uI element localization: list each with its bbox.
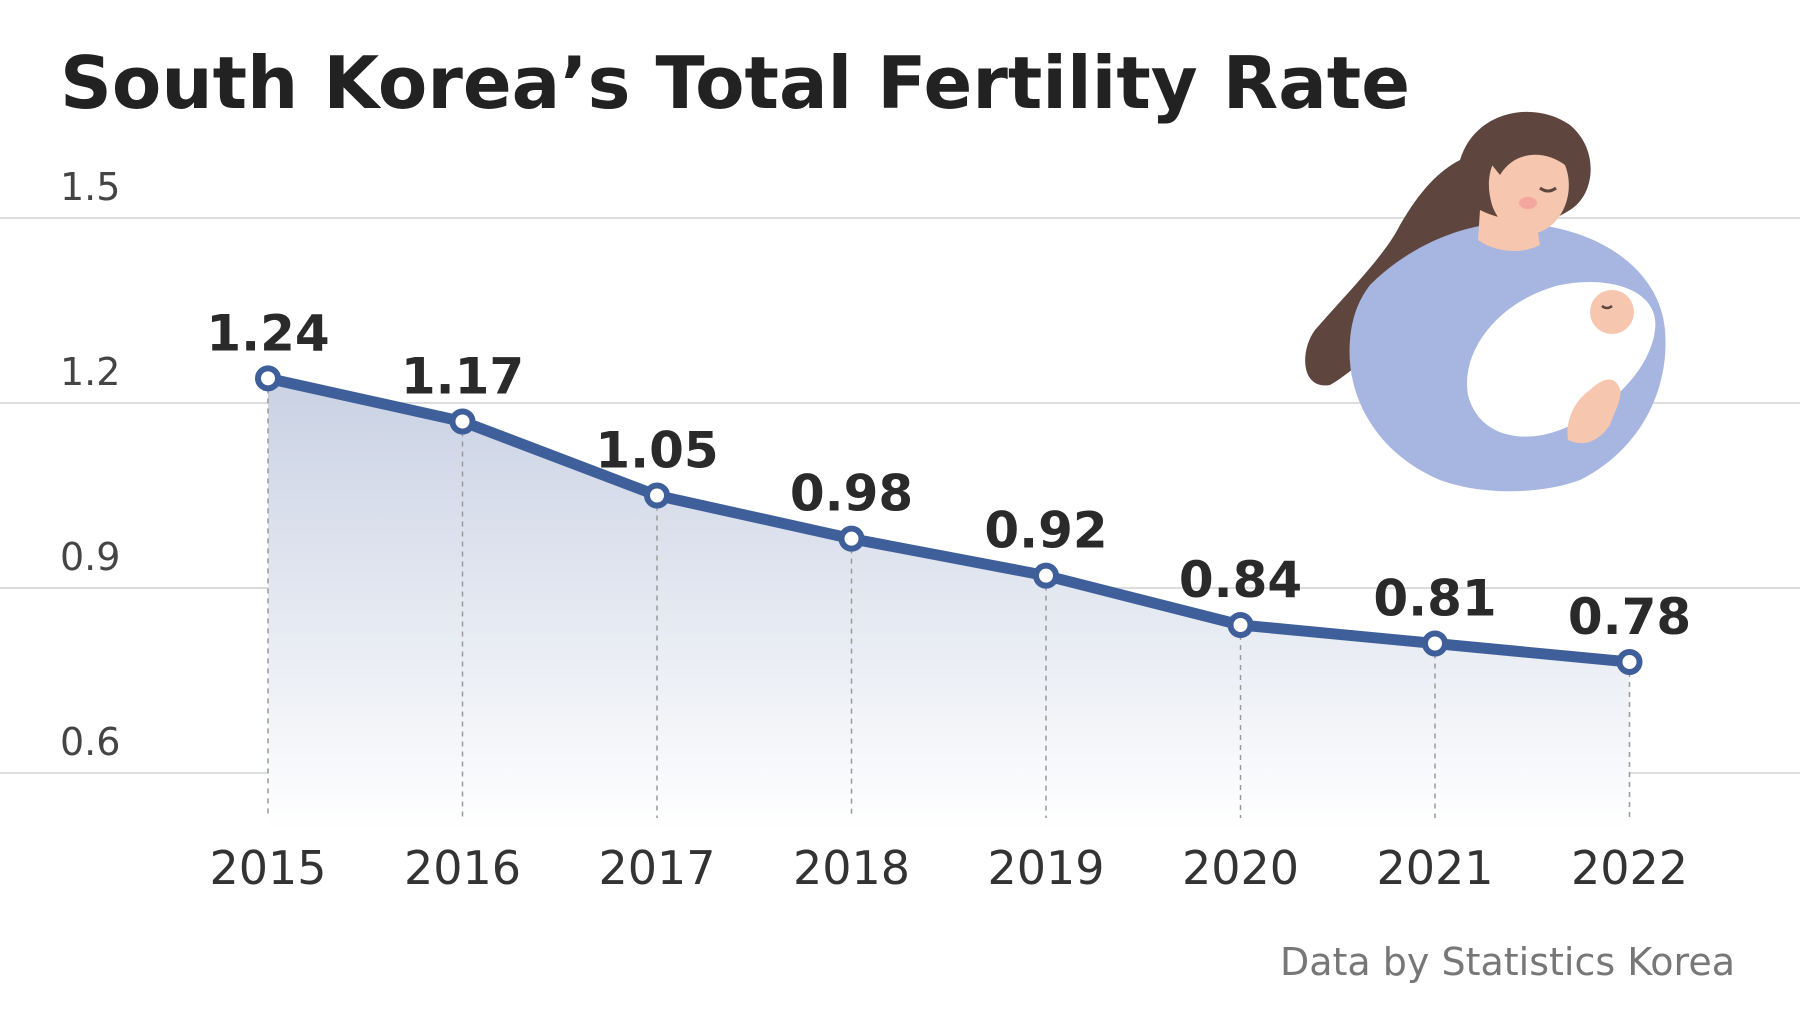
eye-illustration [1539,186,1557,193]
y-axis-ticks: 0.6 0.9 1.2 1.5 [60,165,120,764]
data-point [255,365,281,392]
x-tick-label: 2021 [1376,841,1493,895]
x-tick-label: 2022 [1571,841,1688,895]
data-point [1227,612,1254,638]
data-label: 1.17 [401,348,524,406]
data-label: 0.92 [984,502,1107,560]
data-point [1033,562,1059,589]
mother-holding-baby-illustration [1305,111,1666,492]
data-label: 0.98 [790,465,913,523]
y-tick-label: 1.5 [60,165,120,209]
series-line-path [262,372,1635,668]
cheek-illustration [1519,197,1537,209]
x-tick-label: 2017 [598,841,715,895]
data-labels: 1.24 1.17 1.05 0.98 0.92 0.84 0.81 0.78 [206,304,1691,646]
y-tick-label: 1.2 [60,350,120,394]
x-tick-label: 2018 [793,841,910,895]
data-point [1422,630,1448,657]
baby-eye-illustration [1601,304,1613,310]
y-tick-label: 0.6 [60,720,120,764]
data-point [644,482,670,509]
series-line [262,372,1635,668]
data-label: 0.78 [1568,588,1691,646]
hair-fringe-illustration [1488,126,1582,175]
area-shape [268,378,1630,830]
x-tick-label: 2015 [209,841,326,895]
data-label: 0.84 [1179,551,1302,609]
source-note: Data by Statistics Korea [1280,940,1735,984]
data-label: 1.24 [206,304,329,362]
data-point [449,408,476,435]
x-tick-label: 2019 [987,841,1104,895]
baby-face-illustration [1590,290,1634,334]
y-tick-label: 0.9 [60,535,120,579]
x-tick-label: 2020 [1182,841,1299,895]
face-illustration [1488,145,1569,234]
hand-illustration [1567,379,1621,444]
data-label: 0.81 [1373,570,1496,628]
data-point [838,525,865,552]
data-label: 1.05 [595,422,718,480]
data-points [255,365,1643,675]
drop-lines [267,378,1631,818]
x-tick-label: 2016 [404,841,521,895]
data-point [1616,649,1643,675]
x-axis-ticks: 2015 2016 2017 2018 2019 2020 2021 2022 [209,841,1688,895]
area-fill [268,378,1630,830]
chart-title: South Korea’s Total Fertility Rate [60,41,1410,125]
